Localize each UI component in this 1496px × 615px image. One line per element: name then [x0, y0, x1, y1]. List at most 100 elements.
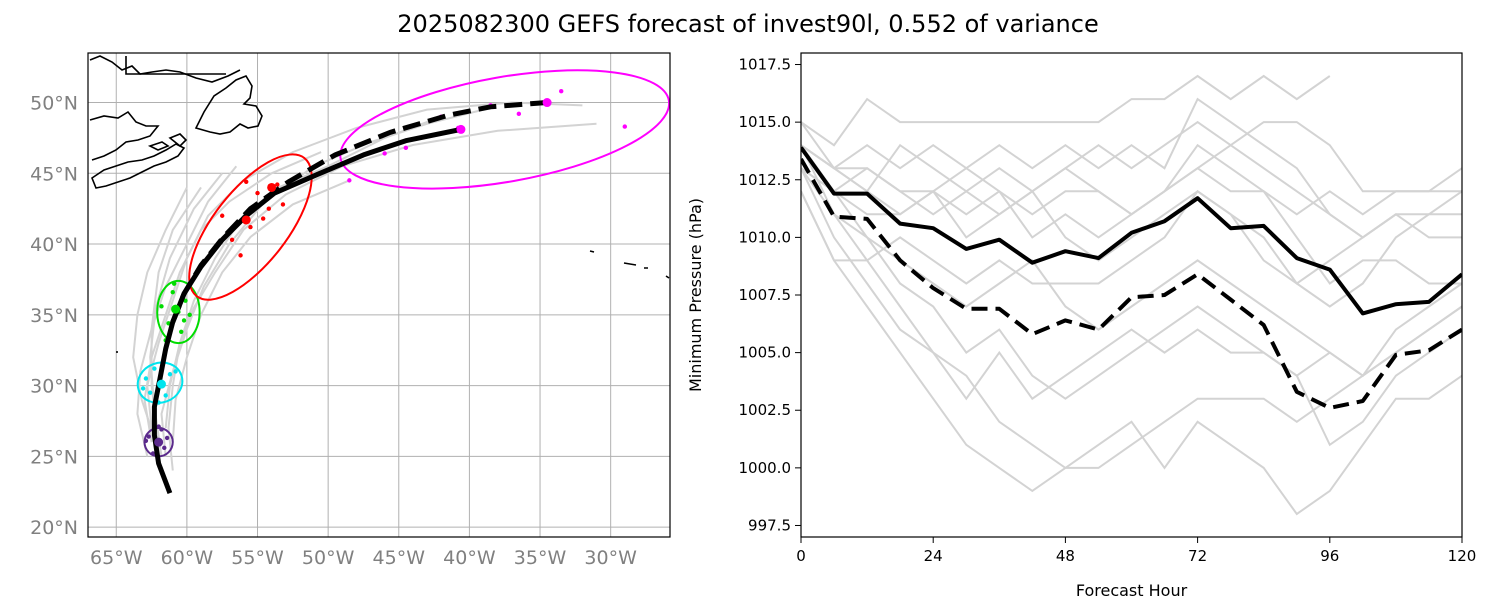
- pressure-x-tick-label: 48: [1056, 547, 1075, 565]
- pei-island: [147, 141, 170, 151]
- member-position: [516, 111, 522, 117]
- member-position: [146, 434, 151, 439]
- member-position: [622, 124, 627, 129]
- pressure-series-lines: [801, 146, 1462, 410]
- map-lon-tick-label: 45°W: [373, 547, 426, 569]
- map-frame: [87, 52, 671, 538]
- member-track: [136, 165, 238, 457]
- pressure-member-line: [801, 189, 1462, 285]
- pressure-member-line: [801, 143, 1397, 239]
- map-lat-tick-label: 40°N: [30, 234, 78, 256]
- member-position: [255, 190, 260, 196]
- member-position: [219, 213, 225, 218]
- map-lon-tick-label: 30°W: [584, 547, 637, 569]
- azores-islands: [589, 250, 670, 279]
- member-position: [275, 182, 280, 187]
- pressure-x-tick-label: 0: [796, 547, 806, 565]
- member-position: [347, 178, 352, 183]
- map-lat-tick-label: 45°N: [30, 163, 78, 185]
- member-position: [229, 237, 235, 243]
- pressure-y-tick-label: 1000.0: [739, 459, 792, 477]
- member-position: [170, 289, 175, 295]
- member-track: [167, 115, 442, 471]
- member-position: [181, 318, 187, 323]
- pressure-member-line: [801, 167, 1462, 447]
- map-lon-tick-label: 55°W: [231, 547, 284, 569]
- member-position: [147, 390, 153, 395]
- pressure-member-line: [801, 121, 1462, 308]
- pressure-x-tick-label: 72: [1188, 547, 1207, 565]
- member-position: [143, 376, 149, 381]
- member-position: [382, 151, 387, 156]
- pressure-x-tick-label: 24: [924, 547, 943, 565]
- main-tracks: [151, 100, 548, 494]
- pressure-frame: [800, 52, 1463, 538]
- map-lat-tick-label: 30°N: [30, 376, 78, 398]
- member-position: [280, 202, 286, 207]
- map-lat-tick-label: 25°N: [30, 446, 78, 468]
- member-position: [244, 179, 249, 184]
- member-position: [167, 372, 173, 377]
- mean-position: [241, 215, 251, 225]
- pressure-y-tick-label: 1007.5: [739, 286, 792, 304]
- pressure-member-line: [801, 144, 1462, 401]
- pressure-x-tick-label: 96: [1320, 547, 1339, 565]
- member-position: [152, 366, 157, 371]
- member-position: [238, 253, 243, 258]
- pressure-y-tick-label: 997.5: [748, 516, 791, 534]
- pressure-y-tick-label: 1005.0: [739, 344, 792, 362]
- control-track: [170, 100, 548, 323]
- gulf-coast: [89, 110, 160, 161]
- pressure-member-line: [801, 190, 1462, 516]
- member-position: [163, 393, 168, 398]
- member-position: [159, 304, 164, 309]
- member-position: [403, 145, 409, 151]
- map-tick-labels: 65°W 60°W 55°W 50°W 45°W 40°W 35°W 30°W 20°N 25°N…: [30, 93, 637, 569]
- map-lon-tick-label: 50°W: [302, 547, 355, 569]
- mean-position: [267, 182, 277, 192]
- member-positions: [140, 89, 627, 456]
- labrador-coast: [89, 55, 241, 83]
- mean-position: [542, 98, 552, 108]
- mean-track: [151, 126, 462, 494]
- member-track: [164, 122, 597, 429]
- mean-position: [456, 124, 466, 134]
- member-track: [160, 108, 484, 457]
- pressure-y-tick-label: 1002.5: [739, 401, 792, 419]
- map-lat-tick-label: 20°N: [30, 517, 78, 539]
- uncertainty-ellipse: [156, 279, 201, 345]
- quebec-border: [125, 56, 226, 75]
- map-lat-tick-label: 35°N: [30, 305, 78, 327]
- mean-pressure-line: [801, 146, 1462, 316]
- pressure-y-tick-label: 1017.5: [739, 56, 792, 74]
- pressure-y-tick-label: 1010.0: [739, 228, 792, 246]
- mean-positions: [154, 98, 552, 447]
- member-position: [260, 216, 266, 221]
- member-position: [162, 445, 167, 451]
- member-tracks: [132, 101, 597, 471]
- pressure-y-tick-label: 1012.5: [739, 171, 792, 189]
- uncertainty-ellipse: [188, 153, 313, 301]
- member-position: [266, 206, 272, 211]
- figure-title: 2025082300 GEFS forecast of invest90l, 0…: [397, 10, 1099, 38]
- track-map: 65°W 60°W 55°W 50°W 45°W 40°W 35°W 30°W 20°N 25°N…: [30, 52, 671, 569]
- map-lon-tick-label: 35°W: [514, 547, 567, 569]
- pressure-x-label: Forecast Hour: [1076, 581, 1188, 600]
- pressure-ticks: 0 24 48 72 96 120 997.5 1000.0 1002.5 1005.0 1007.…: [739, 56, 1477, 565]
- uncertainty-ellipses: [136, 69, 670, 458]
- member-position: [164, 435, 170, 441]
- uncertainty-ellipse: [136, 361, 184, 404]
- member-position: [140, 386, 146, 391]
- cape-breton: [168, 133, 188, 148]
- map-lon-tick-label: 65°W: [90, 547, 143, 569]
- member-position: [187, 312, 192, 318]
- pressure-y-tick-label: 1015.0: [739, 113, 792, 131]
- map-lon-tick-label: 60°W: [161, 547, 214, 569]
- pressure-x-tick-label: 120: [1448, 547, 1477, 565]
- pressure-y-label: Minimum Pressure (hPa): [686, 198, 705, 392]
- newfoundland-coast: [194, 75, 263, 135]
- coastline: [89, 55, 670, 353]
- map-grid: [88, 53, 670, 537]
- mean-position: [171, 304, 181, 314]
